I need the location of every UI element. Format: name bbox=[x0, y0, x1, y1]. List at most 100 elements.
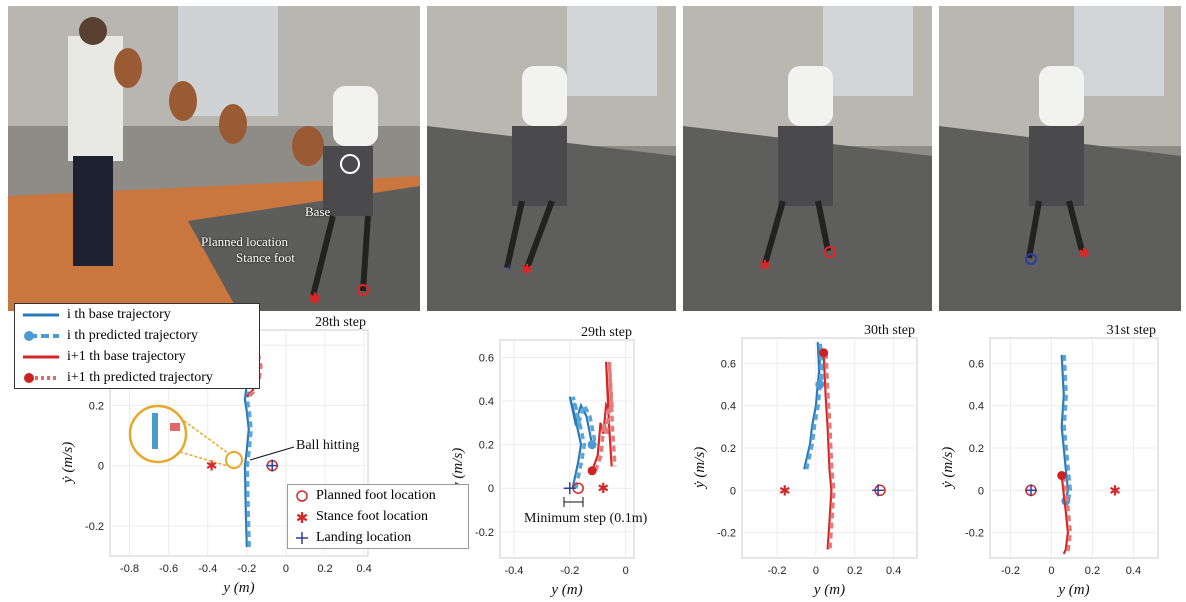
series-endpoint bbox=[815, 380, 825, 390]
planned-location-label: Planned location bbox=[201, 234, 289, 249]
min-step-annotation: Minimum step (0.1m) bbox=[524, 511, 648, 526]
series-line bbox=[803, 342, 821, 470]
robot-photo-image: ✱ bbox=[683, 6, 932, 311]
predicted-line bbox=[1062, 354, 1073, 502]
y-tick-label: 0 bbox=[730, 485, 736, 497]
y-axis-label: ẏ (m/s) bbox=[940, 447, 956, 490]
chart-title: 29th step bbox=[581, 325, 632, 340]
y-tick-label: 0.2 bbox=[969, 443, 984, 455]
stance-foot-marker: ✱ bbox=[779, 484, 791, 499]
x-tick-label: -0.6 bbox=[159, 563, 178, 575]
x-tick-label: 0.4 bbox=[886, 565, 901, 577]
x-tick-label: 0.2 bbox=[1085, 565, 1100, 577]
legend-label: i+1 th predicted trajectory bbox=[67, 369, 213, 385]
chart-title: 28th step bbox=[315, 315, 366, 330]
chart-title: 30th step bbox=[864, 323, 915, 338]
y-tick-label: 0.6 bbox=[721, 358, 736, 370]
legend-entry-i-base: i th base trajectory bbox=[15, 304, 259, 325]
y-tick-label: -0.2 bbox=[85, 521, 104, 533]
x-axis-label: y (m) bbox=[812, 582, 845, 598]
legend-label: Landing location bbox=[316, 529, 412, 545]
svg-text:✱: ✱ bbox=[296, 511, 309, 524]
predicted-line bbox=[824, 352, 836, 550]
y-tick-label: 0 bbox=[98, 461, 104, 473]
robot-photo-image: ✱ bbox=[8, 6, 420, 311]
x-tick-label: 0 bbox=[813, 565, 819, 577]
stance-foot-label: Stance foot bbox=[236, 250, 295, 265]
x-axis-label: y (m) bbox=[221, 580, 254, 596]
legend-entry-i-predicted: i th predicted trajectory bbox=[15, 325, 259, 346]
legend-label: i th base trajectory bbox=[67, 306, 171, 322]
x-tick-label: 0 bbox=[283, 563, 289, 575]
series-line bbox=[568, 396, 594, 489]
legend-label: Planned foot location bbox=[316, 487, 436, 503]
svg-text:✱: ✱ bbox=[1078, 247, 1090, 262]
legend-entry-i1-base: i+1 th base trajectory bbox=[15, 346, 259, 367]
x-tick-label: -0.2 bbox=[560, 565, 579, 577]
photo-29th-step: ✱ + bbox=[427, 6, 676, 311]
photo-28th-step: ✱ Base Planned location Stance foot bbox=[8, 6, 420, 311]
y-tick-label: 0.4 bbox=[721, 401, 736, 413]
x-axis-label: y (m) bbox=[549, 582, 582, 598]
stance-foot-marker: ✱ bbox=[1109, 484, 1121, 499]
series-line bbox=[591, 361, 613, 472]
y-tick-label: 0.2 bbox=[721, 443, 736, 455]
legend-label: i th predicted trajectory bbox=[67, 327, 198, 343]
svg-text:✱: ✱ bbox=[759, 259, 771, 274]
y-axis-label: ẏ (m/s) bbox=[450, 448, 466, 491]
series-endpoint bbox=[587, 440, 597, 450]
y-tick-label: -0.2 bbox=[475, 527, 494, 539]
y-tick-label: 0.4 bbox=[479, 396, 494, 408]
series-endpoint bbox=[819, 348, 829, 358]
robot-photo-image: ✱ bbox=[939, 6, 1181, 311]
x-tick-label: 0.4 bbox=[1126, 565, 1141, 577]
legend-entry-planned: Planned foot location bbox=[288, 485, 468, 506]
series-endpoint bbox=[587, 466, 597, 476]
legend-entry-landing: Landing location bbox=[288, 527, 468, 548]
x-tick-label: -0.4 bbox=[198, 563, 217, 575]
x-axis-label: y (m) bbox=[1056, 582, 1089, 598]
y-tick-label: 0.2 bbox=[479, 440, 494, 452]
chart-title: 31st step bbox=[1107, 323, 1156, 338]
legend-label: Stance foot location bbox=[316, 508, 428, 524]
x-tick-label: -0.2 bbox=[1001, 565, 1020, 577]
ball-hitting-annotation: Ball hitting bbox=[296, 438, 360, 453]
x-tick-label: 0 bbox=[1048, 565, 1054, 577]
y-tick-label: 0.2 bbox=[89, 400, 104, 412]
photo-31st-step: ✱ bbox=[939, 6, 1181, 311]
series-line bbox=[243, 375, 250, 548]
y-tick-label: 0.6 bbox=[969, 358, 984, 370]
legend-entry-stance: ✱ Stance foot location bbox=[288, 506, 468, 527]
y-tick-label: 0 bbox=[488, 483, 494, 495]
y-tick-label: 0.4 bbox=[969, 401, 984, 413]
y-tick-label: -0.2 bbox=[965, 528, 984, 540]
y-tick-label: 0.6 bbox=[479, 352, 494, 364]
svg-text:✱: ✱ bbox=[521, 263, 533, 278]
series-line bbox=[1060, 354, 1070, 502]
trajectory-legend: i th base trajectory i th predicted traj… bbox=[14, 303, 260, 389]
y-tick-label: 0 bbox=[978, 485, 984, 497]
y-axis-label: ẏ (m/s) bbox=[692, 447, 708, 490]
x-tick-label: -0.2 bbox=[768, 565, 787, 577]
stance-foot-marker: ✱ bbox=[206, 460, 218, 475]
marker-legend: Planned foot location ✱ Stance foot loca… bbox=[287, 484, 469, 549]
series-line bbox=[822, 352, 833, 550]
x-tick-label: -0.8 bbox=[120, 563, 139, 575]
robot-photo-image: ✱ + bbox=[427, 6, 676, 311]
x-tick-label: 0 bbox=[623, 565, 629, 577]
series-line bbox=[1060, 475, 1070, 555]
stance-foot-marker: ✱ bbox=[597, 482, 609, 497]
base-label: Base bbox=[305, 204, 331, 219]
photo-30th-step: ✱ bbox=[683, 6, 932, 311]
svg-text:✱: ✱ bbox=[308, 291, 321, 308]
legend-entry-i1-predicted: i+1 th predicted trajectory bbox=[15, 367, 259, 388]
predicted-line bbox=[571, 396, 598, 489]
x-tick-label: -0.4 bbox=[504, 565, 523, 577]
svg-text:+: + bbox=[505, 261, 513, 276]
y-axis-label: ẏ (m/s) bbox=[60, 442, 76, 485]
predicted-line bbox=[1062, 475, 1073, 555]
series-endpoint bbox=[1057, 471, 1067, 480]
predicted-line bbox=[804, 342, 824, 470]
predicted-line bbox=[593, 361, 617, 472]
x-tick-label: 0.4 bbox=[356, 563, 371, 575]
